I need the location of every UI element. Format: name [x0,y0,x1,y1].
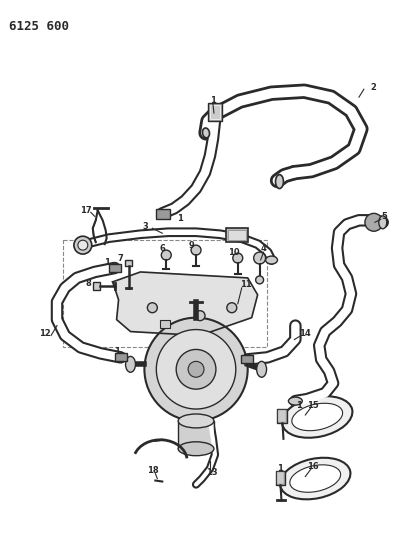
Bar [208,103,222,121]
Bar [241,356,253,364]
Bar [63,240,266,348]
Circle shape [188,361,204,377]
Circle shape [144,318,248,421]
Circle shape [227,303,237,313]
Circle shape [74,236,92,254]
Ellipse shape [126,357,135,372]
Text: 17: 17 [80,206,92,215]
Text: 14: 14 [299,329,311,338]
Ellipse shape [76,237,86,253]
Bar [226,228,248,242]
Ellipse shape [257,361,266,377]
Ellipse shape [379,216,387,229]
Ellipse shape [178,414,214,428]
Text: 16: 16 [307,462,319,471]
Bar [109,264,121,272]
Text: 1: 1 [114,347,120,356]
Circle shape [365,213,383,231]
Bar [228,230,246,240]
Bar [160,320,170,328]
Text: 1: 1 [296,401,302,409]
Text: 10: 10 [228,248,239,256]
Text: 13: 13 [206,468,218,477]
Text: 5: 5 [382,212,388,221]
Ellipse shape [202,128,210,138]
Text: 2: 2 [370,83,376,92]
Text: 15: 15 [307,401,319,409]
Ellipse shape [288,397,302,405]
Circle shape [176,350,216,389]
Ellipse shape [178,442,214,456]
Text: 6125 600: 6125 600 [9,20,69,33]
Ellipse shape [282,396,353,438]
Text: 7: 7 [118,254,124,263]
Text: 1: 1 [277,464,282,473]
Bar [93,282,100,290]
Text: 9: 9 [188,240,194,249]
Ellipse shape [280,458,350,499]
Ellipse shape [292,403,343,431]
Bar [279,410,286,422]
Text: 11: 11 [240,280,252,289]
Bar [178,421,214,449]
Text: 18: 18 [146,466,158,475]
Text: 3: 3 [142,222,148,231]
Circle shape [233,253,243,263]
Polygon shape [113,272,257,336]
Text: 1: 1 [177,214,183,223]
Text: 1: 1 [210,95,216,104]
Text: 8: 8 [86,279,92,288]
Bar [277,472,284,483]
Circle shape [195,311,205,321]
Circle shape [256,276,264,284]
Text: 4: 4 [261,244,266,253]
Bar [124,260,133,266]
Circle shape [156,329,236,409]
Text: 12: 12 [39,329,51,338]
Circle shape [78,240,88,250]
Bar [275,471,286,484]
Bar [115,353,126,361]
Bar [156,209,170,219]
Ellipse shape [266,256,277,264]
Circle shape [254,252,266,264]
Text: 6: 6 [160,244,165,253]
Text: 1: 1 [104,257,110,266]
Bar [277,409,287,423]
Bar [210,105,220,119]
Ellipse shape [290,465,341,492]
Circle shape [147,303,157,313]
Circle shape [191,245,201,255]
Ellipse shape [275,175,284,189]
Circle shape [161,250,171,260]
